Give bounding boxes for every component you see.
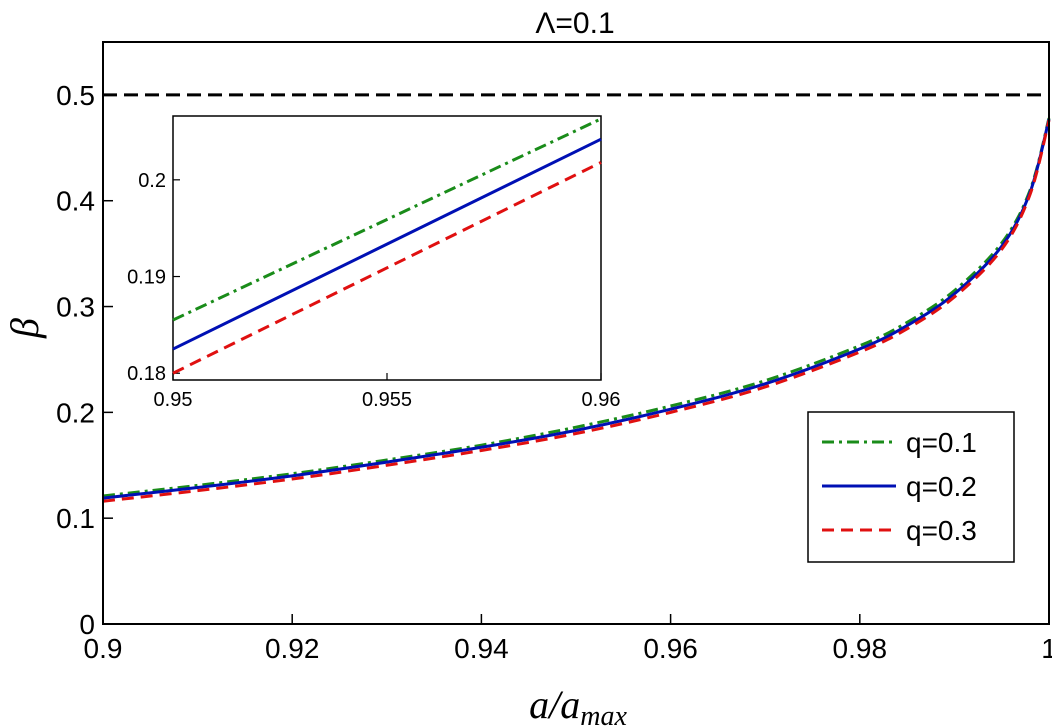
inset-y-tick-label: 0.19 — [127, 267, 166, 289]
legend-label-q=0.2: q=0.2 — [906, 471, 977, 502]
inset-x-tick-label: 0.96 — [582, 389, 621, 411]
inset-x-tick-label: 0.95 — [154, 389, 193, 411]
legend: q=0.1 q=0.2 q=0.3 — [807, 411, 1015, 563]
y-tick-label: 0.1 — [56, 503, 95, 534]
legend-label-q=0.3: q=0.3 — [906, 515, 977, 546]
series-line-q=0.2 — [102, 118, 1051, 500]
inset-series-line-q=0.3 — [172, 161, 602, 375]
x-axis-label-sub: max — [580, 701, 627, 726]
y-axis-label: β — [2, 318, 47, 339]
inset-y-tick-label: 0.18 — [127, 363, 166, 385]
x-tick-label: 0.9 — [84, 633, 123, 664]
inset-plot: 0.95 0.955 0.96 0.18 0.19 0.2 — [127, 115, 621, 411]
chart-title: Λ=0.1 — [535, 7, 614, 40]
series-line-q=0.1 — [102, 117, 1051, 498]
inset-frame — [172, 115, 602, 381]
y-tick-label: 0 — [79, 609, 95, 640]
inset-x-tick-label: 0.955 — [362, 389, 412, 411]
y-tick-label: 0.4 — [56, 186, 95, 217]
inset-y-tick-label: 0.2 — [138, 170, 166, 192]
x-tick-label: 0.94 — [454, 633, 509, 664]
x-tick-label: 1 — [1041, 633, 1052, 664]
legend-label-q=0.1: q=0.1 — [906, 427, 977, 458]
inset-series-line-q=0.2 — [172, 137, 602, 351]
series-line-q=0.3 — [102, 119, 1051, 503]
y-tick-label: 0.2 — [56, 397, 95, 428]
inset-series-line-q=0.1 — [172, 117, 602, 322]
y-tick-label: 0.5 — [56, 80, 95, 111]
x-tick-label: 0.98 — [833, 633, 888, 664]
x-tick-label: 0.92 — [265, 633, 320, 664]
main-axis-ticks: 0.9 0.92 0.94 0.96 0.98 1 0 0.1 0.2 0.3 0.4 0.5 — [56, 80, 1052, 664]
main-plot-frame — [102, 41, 1050, 625]
main-series-group — [102, 117, 1051, 503]
y-tick-label: 0.3 — [56, 292, 95, 323]
x-tick-label: 0.96 — [643, 633, 698, 664]
x-axis-label: a/amax — [529, 682, 627, 726]
x-axis-label-main: a/a — [529, 682, 580, 726]
